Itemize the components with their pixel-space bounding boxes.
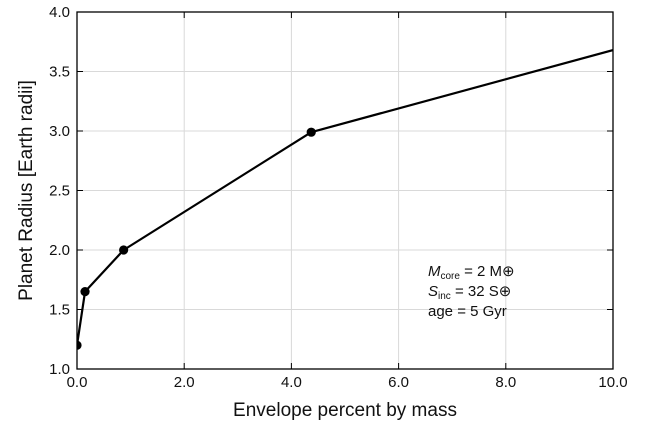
x-tick-label: 4.0 — [281, 374, 302, 391]
x-axis-title: Envelope percent by mass — [233, 400, 457, 421]
y-tick-label: 1.5 — [49, 302, 70, 319]
x-tick-label: 10.0 — [598, 374, 627, 391]
annotation-value: = 32 S⊕ — [451, 283, 512, 300]
data-point — [80, 287, 90, 297]
x-tick-label: 8.0 — [495, 374, 516, 391]
annotation-line: age = 5 Gyr — [428, 303, 507, 320]
x-tick-label: 0.0 — [67, 374, 88, 391]
annotation-main: M — [428, 263, 441, 280]
y-tick-label: 2.0 — [49, 242, 70, 259]
annotation-line: Sinc = 32 S⊕ — [428, 283, 511, 302]
grid — [76, 11, 614, 370]
annotation-value: = 2 M⊕ — [460, 263, 515, 280]
data-point — [77, 340, 82, 350]
annotation-main: S — [428, 283, 438, 300]
data-point — [119, 245, 129, 255]
y-tick-label: 3.0 — [49, 123, 70, 140]
y-tick-label: 3.5 — [49, 64, 70, 81]
y-axis-title: Planet Radius [Earth radii] — [16, 80, 37, 301]
y-tick-label: 2.5 — [49, 183, 70, 200]
annotation-box: Mcore = 2 M⊕Sinc = 32 S⊕age = 5 Gyr — [428, 263, 515, 320]
ticks — [76, 11, 614, 370]
series — [77, 49, 613, 350]
annotation-line: Mcore = 2 M⊕ — [428, 263, 515, 282]
data-point — [306, 127, 316, 137]
annotation-subscript: inc — [438, 291, 451, 302]
x-tick-label: 6.0 — [388, 374, 409, 391]
series-line — [77, 49, 613, 346]
x-tick-labels: 0.0 2.0 4.0 6.0 8.0 10.0 — [67, 374, 628, 391]
y-tick-label: 4.0 — [49, 4, 70, 21]
y-tick-label: 1.0 — [49, 361, 70, 378]
annotation-subscript: core — [441, 271, 461, 282]
x-tick-label: 2.0 — [174, 374, 195, 391]
annotation-main: age = 5 Gyr — [428, 303, 507, 320]
y-tick-labels: 1.0 1.5 2.0 2.5 3.0 3.5 4.0 — [49, 4, 70, 378]
